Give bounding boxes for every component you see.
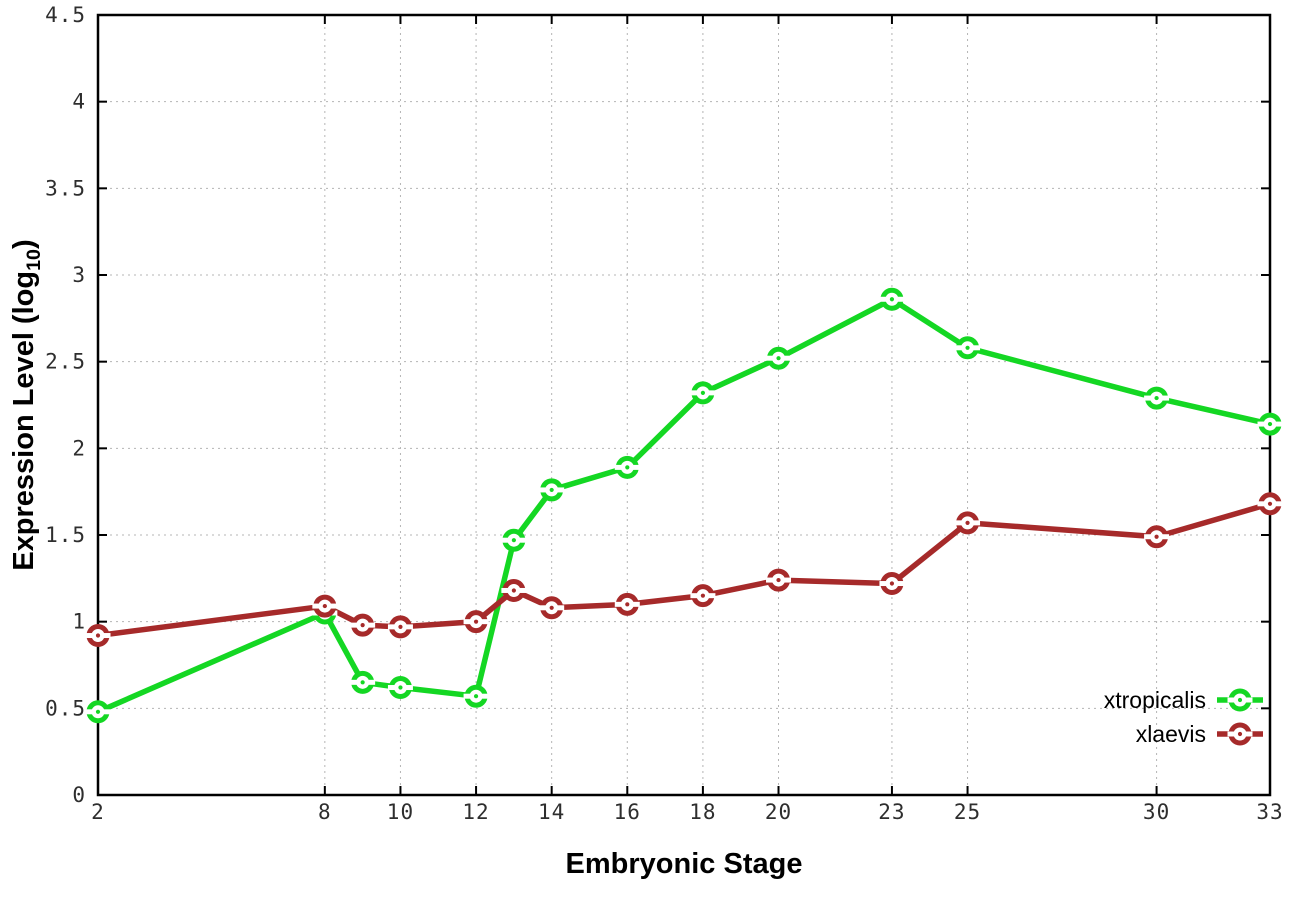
series-marker-xlaevis-dot	[549, 605, 554, 610]
series-marker-xtropicalis-dot	[549, 487, 554, 493]
y-tick-label: 0.5	[45, 696, 86, 720]
series-marker-xtropicalis-dot	[889, 297, 895, 302]
series-marker-xtropicalis-dot	[473, 694, 479, 699]
series-marker-xlaevis-dot	[360, 623, 365, 628]
y-axis-title-text: Expression Level (log	[8, 270, 41, 571]
series-marker-xtropicalis-dot	[360, 680, 365, 685]
y-axis-title-subscript: 10	[22, 248, 45, 271]
series-line-xtropicalis	[95, 296, 1273, 715]
x-tick-label: 12	[462, 800, 489, 824]
y-tick-label: 0	[72, 783, 86, 807]
y-tick-label: 1.5	[45, 523, 86, 547]
x-tick-label: 30	[1143, 800, 1170, 824]
series-marker-xtropicalis-dot	[511, 538, 516, 543]
series-marker-xtropicalis-dot	[1267, 421, 1273, 427]
series-line-xlaevis	[95, 501, 1273, 639]
series-marker-xtropicalis-dot	[776, 356, 781, 361]
series-marker-xlaevis-dot	[700, 593, 706, 598]
x-tick-label: 18	[689, 800, 716, 824]
x-tick-label: 16	[614, 800, 641, 824]
series-marker-xlaevis-dot	[1267, 501, 1273, 506]
x-tick-label: 25	[954, 800, 981, 824]
series-marker-xlaevis-dot	[625, 602, 630, 607]
series-marker-xlaevis-dot	[1154, 534, 1159, 539]
series-marker-xtropicalis-dot	[1154, 395, 1159, 401]
series-marker-xtropicalis-dot	[625, 465, 630, 470]
y-tick-label: 3.5	[45, 176, 86, 200]
y-tick-label: 1	[72, 610, 86, 634]
x-tick-label: 10	[387, 800, 414, 824]
x-tick-label: 23	[878, 800, 905, 824]
series-marker-xtropicalis-dot	[398, 685, 403, 690]
y-tick-label: 4.5	[45, 3, 86, 27]
x-tick-label: 14	[538, 800, 565, 824]
y-axis-title: Expression Level (log10)	[8, 239, 46, 570]
series-marker-xtropicalis-dot	[95, 709, 101, 714]
legend-label-xtropicalis: xtropicalis	[1104, 687, 1206, 713]
y-tick-label: 4	[72, 90, 86, 114]
series-marker-xlaevis-dot	[511, 588, 516, 593]
series-marker-xlaevis-dot	[965, 520, 970, 525]
plot-border	[96, 13, 1272, 797]
series-marker-xlaevis-dot	[889, 581, 895, 586]
series-marker-xlaevis-dot	[95, 633, 101, 638]
x-tick-label: 20	[765, 800, 792, 824]
y-tick-label: 3	[72, 263, 86, 287]
series-marker-xlaevis-dot	[776, 577, 781, 583]
series-marker-xlaevis-dot	[398, 624, 403, 629]
x-axis-title: Embryonic Stage	[565, 848, 803, 880]
y-axis-title-close: )	[8, 239, 41, 249]
y-tick-label: 2	[72, 436, 86, 460]
series-marker-xtropicalis-dot	[965, 345, 970, 350]
legend-sample-marker-xlaevis-dot	[1237, 731, 1243, 737]
x-tick-label: 2	[91, 800, 105, 824]
legend-sample-marker-xtropicalis-dot	[1237, 697, 1243, 703]
series-marker-xlaevis-dot	[473, 619, 479, 624]
series-marker-xlaevis-dot	[322, 603, 327, 609]
x-tick-label: 8	[318, 800, 332, 824]
series-marker-xtropicalis-dot	[700, 390, 706, 395]
y-tick-label: 2.5	[45, 350, 86, 374]
legend-label-xlaevis: xlaevis	[1136, 721, 1206, 747]
x-tick-label: 33	[1256, 800, 1283, 824]
